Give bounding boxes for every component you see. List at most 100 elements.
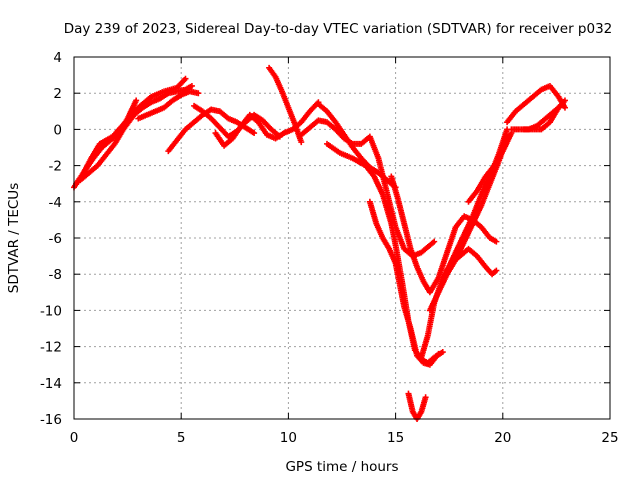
data-point-cluster xyxy=(408,327,420,357)
data-point-cluster xyxy=(183,120,196,132)
x-tick-label: 15 xyxy=(387,430,404,446)
data-point-cluster xyxy=(490,268,498,276)
data-point-cluster xyxy=(256,120,269,137)
data-point-cluster xyxy=(325,142,342,155)
data-point-cluster xyxy=(492,149,505,167)
data-point-cluster xyxy=(547,106,561,124)
data-point-cluster xyxy=(461,214,476,236)
data-point-cluster xyxy=(316,102,329,114)
data-point-cluster xyxy=(368,165,381,175)
data-point-cluster xyxy=(222,136,235,148)
data-point-cluster xyxy=(466,189,479,204)
y-tick-label: -10 xyxy=(40,303,62,319)
data-point-cluster xyxy=(350,146,364,160)
data-point-cluster xyxy=(299,125,312,137)
data-point-marker xyxy=(422,394,429,401)
data-point-cluster xyxy=(141,100,153,110)
series-track xyxy=(323,140,446,366)
data-point-cluster xyxy=(388,222,399,247)
data-point-cluster xyxy=(505,109,518,124)
data-point-cluster xyxy=(158,91,170,101)
data-point-cluster xyxy=(380,193,394,225)
data-point-marker xyxy=(561,97,568,104)
data-point-cluster xyxy=(539,120,552,132)
series-track xyxy=(465,130,515,205)
data-point-cluster xyxy=(386,247,398,265)
data-point-cluster xyxy=(384,191,399,229)
data-point-cluster xyxy=(453,240,467,262)
data-point-cluster xyxy=(367,200,379,225)
x-axis-label: GPS time / hours xyxy=(285,459,398,475)
data-point-cluster xyxy=(418,396,429,413)
data-point-cluster xyxy=(201,109,213,121)
data-point-marker xyxy=(435,350,442,357)
data-point-cluster xyxy=(333,120,347,137)
data-point-marker xyxy=(182,75,189,82)
data-point-cluster xyxy=(342,133,355,149)
data-point-cluster xyxy=(209,116,222,130)
data-point-cluster xyxy=(230,124,244,140)
data-point-marker xyxy=(431,238,438,245)
data-point-cluster xyxy=(453,233,467,254)
y-tick-label: -2 xyxy=(49,159,62,175)
data-point-cluster xyxy=(252,112,265,123)
data-point-cluster xyxy=(436,251,450,280)
data-point-cluster xyxy=(444,225,459,254)
series-track xyxy=(165,106,258,155)
data-point-cluster xyxy=(500,131,514,153)
chart-title: Day 239 of 2023, Sidereal Day-to-day VTE… xyxy=(64,21,613,37)
data-point-cluster xyxy=(371,175,385,196)
data-point-cluster xyxy=(466,247,479,258)
data-point-cluster xyxy=(388,175,401,200)
data-point-cluster xyxy=(401,222,414,251)
data-point-cluster xyxy=(248,113,260,124)
data-point-cluster xyxy=(401,305,414,330)
data-point-marker xyxy=(251,130,258,137)
data-point-marker xyxy=(133,97,140,104)
data-point-cluster xyxy=(162,98,175,110)
data-points xyxy=(71,64,568,422)
data-point-cluster xyxy=(453,214,466,229)
data-point-cluster xyxy=(367,135,381,160)
data-point-cluster xyxy=(419,245,430,255)
data-point-cluster xyxy=(483,164,496,178)
data-point-cluster xyxy=(374,222,385,240)
y-tick-label: -16 xyxy=(40,412,62,428)
data-point-cluster xyxy=(100,138,113,150)
x-tick-label: 25 xyxy=(601,430,618,446)
y-tick-label: 0 xyxy=(53,122,62,138)
data-point-marker xyxy=(493,238,500,245)
data-point-cluster xyxy=(428,352,441,367)
data-point-cluster xyxy=(426,239,436,249)
data-point-cluster xyxy=(175,77,188,90)
data-point-cluster xyxy=(308,118,320,130)
data-point-cluster xyxy=(436,272,450,294)
series-track xyxy=(73,97,140,187)
data-point-cluster xyxy=(376,171,389,182)
data-point-cluster xyxy=(112,128,126,146)
data-point-cluster xyxy=(548,84,561,99)
data-point-cluster xyxy=(325,120,338,132)
data-point-cluster xyxy=(363,164,376,178)
data-point-cluster xyxy=(470,204,484,225)
y-axis-label: SDTVAR / TECUs xyxy=(6,183,22,293)
data-point-cluster xyxy=(218,109,230,121)
y-tick-label: -8 xyxy=(49,267,62,283)
data-point-cluster xyxy=(418,334,431,359)
data-point-cluster xyxy=(422,360,432,368)
x-tick-label: 10 xyxy=(280,430,297,446)
data-point-cluster xyxy=(95,153,108,168)
data-point-cluster xyxy=(299,109,312,124)
data-point-marker xyxy=(493,267,500,274)
x-tick-label: 0 xyxy=(70,430,79,446)
data-point-cluster xyxy=(260,118,274,132)
data-point-cluster xyxy=(166,138,179,153)
y-tick-label: 2 xyxy=(53,86,62,102)
data-point-marker xyxy=(439,349,446,356)
y-tick-label: -12 xyxy=(40,340,62,356)
data-point-cluster xyxy=(104,142,117,157)
y-tick-label: -6 xyxy=(49,231,62,247)
data-point-marker xyxy=(188,82,195,89)
data-point-cluster xyxy=(393,225,407,251)
data-point-cluster xyxy=(405,392,416,413)
